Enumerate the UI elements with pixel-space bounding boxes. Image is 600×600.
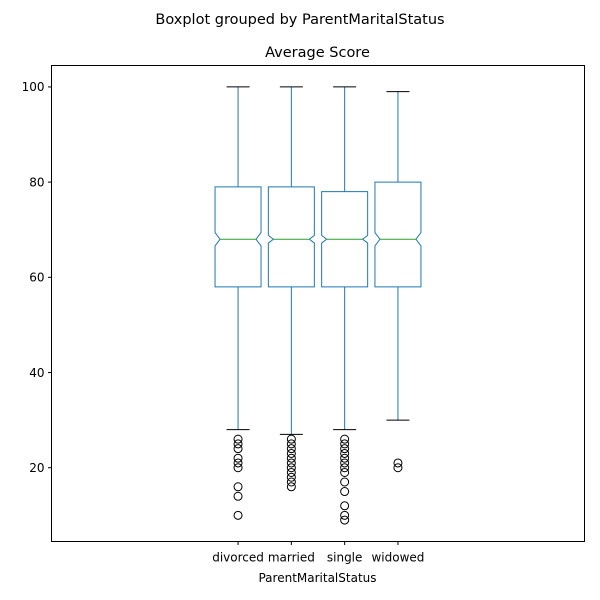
outlier-point xyxy=(340,467,350,477)
y-axis: 20 40 60 80 100 xyxy=(22,80,52,475)
outlier-point xyxy=(340,510,350,520)
box-body xyxy=(321,191,369,288)
figure-suptitle: Boxplot grouped by ParentMaritalStatus xyxy=(155,12,444,28)
x-tick-label: married xyxy=(268,551,315,565)
outlier-point xyxy=(340,434,350,444)
outlier-point xyxy=(340,458,350,468)
chart-title: Average Score xyxy=(265,45,370,61)
outlier-point xyxy=(340,439,350,449)
outlier-point xyxy=(233,444,243,454)
outlier-point xyxy=(340,444,350,454)
box-divorced xyxy=(214,86,262,520)
y-tick-label: 100 xyxy=(22,80,45,94)
outlier-point xyxy=(340,515,350,525)
outlier-point xyxy=(340,453,350,463)
box-body xyxy=(374,181,422,288)
outlier-point xyxy=(393,463,403,473)
x-axis-label: ParentMaritalStatus xyxy=(258,571,376,585)
y-tick-label: 20 xyxy=(29,461,44,475)
outlier-point xyxy=(233,434,243,444)
box-single xyxy=(321,86,369,525)
y-tick-label: 40 xyxy=(29,366,44,380)
outlier-point xyxy=(233,453,243,463)
outlier-point xyxy=(286,448,296,458)
outlier-point xyxy=(233,510,243,520)
outlier-point xyxy=(286,477,296,487)
outlier-point xyxy=(286,463,296,473)
outlier-point xyxy=(286,453,296,463)
outlier-point xyxy=(286,482,296,492)
x-tick-label: widowed xyxy=(371,551,424,565)
box-widowed xyxy=(374,91,422,473)
outlier-point xyxy=(286,434,296,444)
box-body xyxy=(214,186,262,288)
outlier-point xyxy=(233,491,243,501)
x-tick-label: divorced xyxy=(212,551,264,565)
outlier-point xyxy=(286,439,296,449)
x-axis: divorced married single widowed xyxy=(212,541,424,565)
y-tick-label: 60 xyxy=(29,271,44,285)
outlier-point xyxy=(340,448,350,458)
boxes xyxy=(214,86,422,525)
outlier-point xyxy=(286,444,296,454)
outlier-point xyxy=(233,463,243,473)
outlier-point xyxy=(286,467,296,477)
plot-area-frame xyxy=(51,65,585,542)
outlier-point xyxy=(233,439,243,449)
outlier-point xyxy=(340,463,350,473)
x-tick-label: single xyxy=(327,551,363,565)
box-body xyxy=(267,186,315,288)
outlier-point xyxy=(233,458,243,468)
outlier-point xyxy=(340,477,350,487)
outlier-point xyxy=(286,472,296,482)
outlier-point xyxy=(340,487,350,497)
box-married xyxy=(267,86,315,492)
outlier-point xyxy=(233,482,243,492)
outlier-point xyxy=(286,458,296,468)
outlier-point xyxy=(340,501,350,511)
outlier-point xyxy=(393,458,403,468)
y-tick-label: 80 xyxy=(29,175,44,189)
